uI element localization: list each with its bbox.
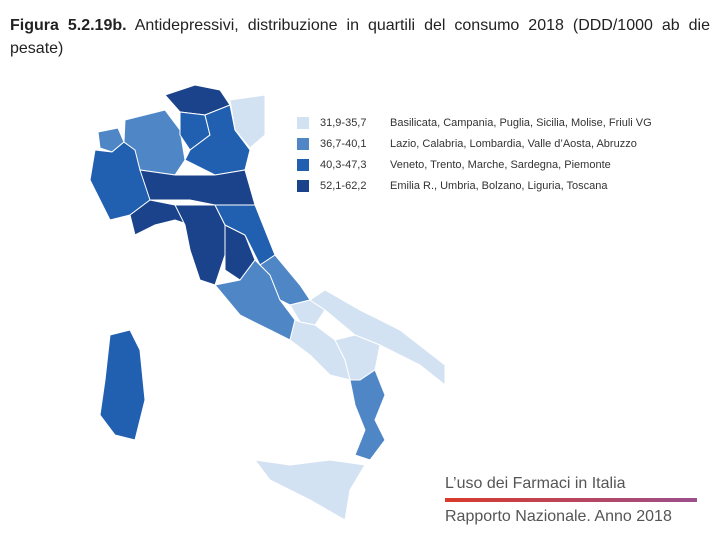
- legend-regions: Veneto, Trento, Marche, Sardegna, Piemon…: [390, 159, 611, 171]
- legend-regions: Lazio, Calabria, Lombardia, Valle d’Aost…: [390, 138, 637, 150]
- legend-regions: Emilia R., Umbria, Bolzano, Liguria, Tos…: [390, 180, 608, 192]
- legend-range: 52,1-62,2: [320, 180, 366, 192]
- legend-range: 31,9-35,7: [320, 117, 366, 129]
- legend-swatch: [297, 180, 309, 192]
- figure-text: Antidepressivi, distribuzione in quartil…: [10, 17, 711, 57]
- region: [309, 289, 446, 387]
- legend-range: 36,7-40,1: [320, 138, 366, 150]
- italy-map: [89, 84, 446, 521]
- region: [253, 459, 366, 521]
- region: [214, 259, 296, 341]
- region: [349, 369, 386, 461]
- footer-subtitle: Rapporto Nazionale. Anno 2018: [445, 508, 672, 525]
- region: [289, 299, 326, 326]
- legend-swatch: [297, 117, 309, 129]
- footer-rule: [445, 498, 697, 502]
- footer-title: L’uso dei Farmaci in Italia: [445, 475, 626, 492]
- legend: 31,9-35,7 Basilicata, Campania, Puglia, S…: [297, 117, 652, 192]
- legend-regions: Basilicata, Campania, Puglia, Sicilia, M…: [390, 117, 652, 129]
- region: [99, 329, 146, 441]
- region: [129, 199, 192, 236]
- figure-label: Figura 5.2.19b.: [10, 17, 127, 34]
- legend-swatch: [297, 138, 309, 150]
- region: [139, 169, 256, 206]
- legend-swatch: [297, 159, 309, 171]
- region: [174, 204, 226, 286]
- legend-range: 40,3-47,3: [320, 159, 366, 171]
- figure-title: Figura 5.2.19b. Antidepressivi, distribu…: [10, 14, 710, 60]
- region: [229, 94, 266, 149]
